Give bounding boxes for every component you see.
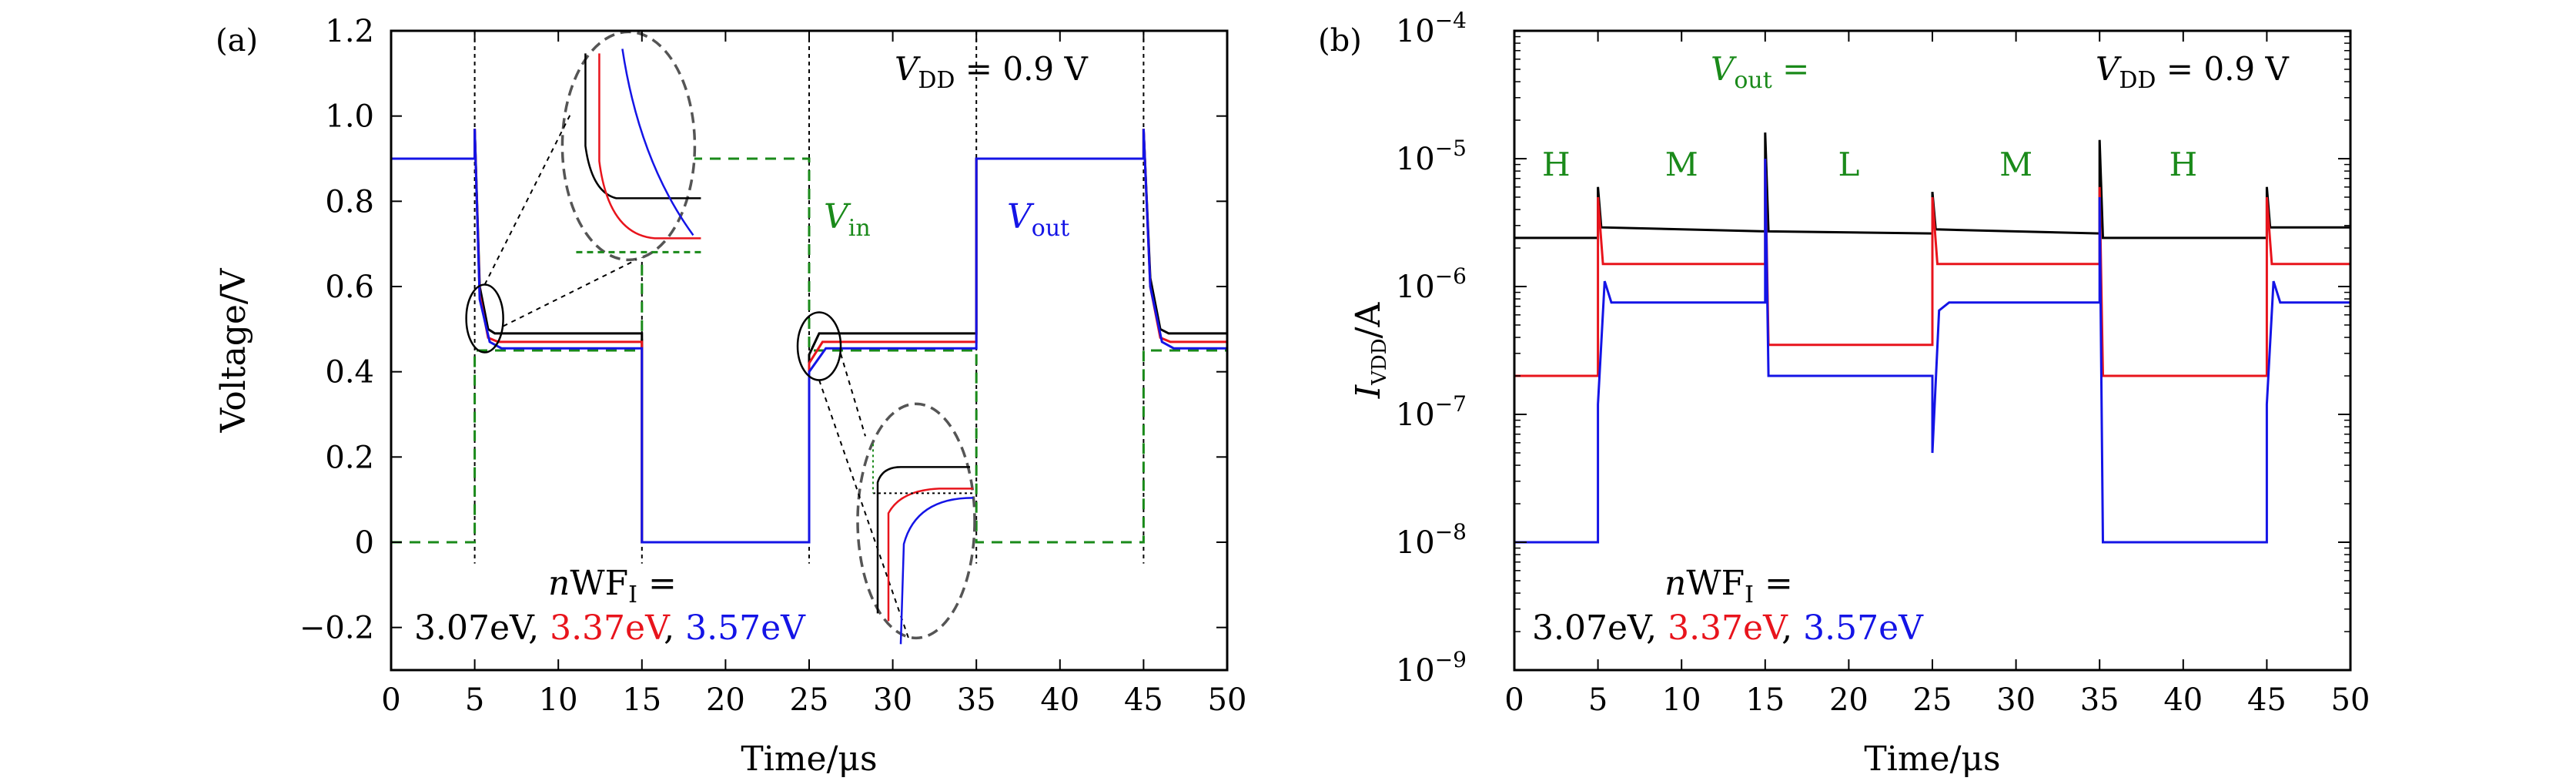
y-tick-label: 1.0	[325, 99, 374, 135]
series-line-v-in	[391, 157, 1227, 544]
x-tick-label: 5	[465, 682, 484, 718]
legend-values: 3.07eV, 3.37eV, 3.57eV	[414, 608, 806, 648]
zoom-curve	[584, 53, 701, 199]
panel-a-ticks: 0 5 10 15 20 25 30 35 40 45 50 −0.2 0 0.2 0.4 0.6 0.8 1.0…	[299, 14, 1247, 718]
x-tick-label: 50	[2331, 682, 2370, 718]
vdd-annotation: VDD = 0.9 V	[895, 50, 1088, 94]
x-tick-label: 25	[790, 682, 829, 718]
x-tick-label: 35	[2080, 682, 2119, 718]
x-tick-label: 45	[2247, 682, 2287, 718]
y-tick-label: 0.2	[325, 440, 374, 475]
x-tick-label: 15	[622, 682, 661, 718]
legend-title: nWFI =	[548, 564, 677, 608]
x-tick-label: 30	[1996, 682, 2036, 718]
zoom-curve	[887, 488, 974, 622]
panel-b-xlabel: Time/μs	[1864, 739, 2000, 779]
y-tick-label: 10−6	[1396, 263, 1467, 305]
y-tick-label: −0.2	[299, 611, 374, 646]
panel-a-label: (a)	[216, 23, 258, 59]
vout-equals-label: Vout =	[1711, 50, 1809, 94]
legend-values-b: 3.07eV, 3.37eV, 3.57eV	[1532, 608, 1924, 648]
x-tick-label: 40	[2163, 682, 2203, 718]
zoom-ellipse-large-2	[856, 402, 976, 640]
x-tick-label: 20	[706, 682, 745, 718]
x-tick-label: 20	[1829, 682, 1868, 718]
y-tick-label: 1.2	[325, 14, 374, 49]
y-tick-label: 0.6	[325, 270, 374, 305]
panel-b-frame	[1513, 29, 2352, 672]
vdd-annotation-b: VDD = 0.9 V	[2096, 50, 2289, 94]
x-tick-label: 35	[957, 682, 996, 718]
legend-title-b: nWFI =	[1664, 564, 1793, 608]
series-line-3-57ev	[391, 129, 1227, 544]
state-label: L	[1838, 146, 1859, 183]
panel-b-series	[1514, 132, 2350, 544]
vout-label: Vout	[1007, 197, 1069, 242]
x-tick-label: 15	[1745, 682, 1785, 718]
y-tick-label: 0	[355, 525, 374, 561]
y-tick-label: 10−8	[1396, 519, 1467, 561]
state-label: M	[1665, 146, 1698, 183]
series-line-3-57ev	[1514, 158, 2350, 544]
zoom-curve	[876, 466, 971, 614]
y-tick-label: 0.4	[325, 355, 374, 390]
zoom-curve	[899, 497, 974, 645]
y-tick-label: 0.8	[325, 184, 374, 220]
vin-label: Vin	[824, 197, 871, 242]
panel-a-zoom-insets	[465, 30, 976, 645]
y-tick-label: 10−9	[1396, 647, 1467, 689]
x-tick-label: 40	[1040, 682, 1079, 718]
x-tick-label: 0	[381, 682, 400, 718]
x-tick-label: 25	[1913, 682, 1952, 718]
x-tick-label: 30	[873, 682, 912, 718]
panel-b-ylabel: IVDD/A	[1349, 302, 1391, 400]
panel-a: (a) 0 5 10 15 20 25 30 35 40 45 50 −0.2 0 0.2 0.4 0.6 0.…	[214, 14, 1246, 779]
state-label: M	[1999, 146, 2032, 183]
panel-a-xlabel: Time/μs	[741, 739, 877, 779]
panel-a-series	[391, 129, 1227, 544]
x-tick-label: 45	[1124, 682, 1163, 718]
series-line-3-37ev	[1514, 158, 2350, 377]
panel-a-ylabel: Voltage/V	[214, 267, 253, 433]
y-tick-label: 10−5	[1396, 136, 1467, 177]
y-tick-label: 10−7	[1396, 391, 1467, 433]
panel-b-ticks: 0 5 10 15 20 25 30 35 40 45 50 10−9 10−8 10−7 10−6 10−5…	[1396, 8, 2370, 718]
state-label: H	[2169, 146, 2197, 183]
x-tick-label: 0	[1504, 682, 1524, 718]
zoom-curve	[598, 53, 701, 240]
panel-b: (b) 0 5 10 15 20 25 30 35 40 45 50 10−9 10−8 10−7 10−6…	[1318, 8, 2370, 779]
x-tick-label: 50	[1208, 682, 1247, 718]
panel-b-label: (b)	[1318, 23, 1362, 59]
panel-a-vdd-annotation: VDD = 0.9 V	[895, 50, 1088, 94]
zoom-ellipse-large-1	[560, 30, 697, 262]
zoom-connector	[840, 354, 866, 437]
y-tick-label: 10−4	[1396, 8, 1467, 49]
zoom-connector	[503, 259, 637, 327]
zoom-curve	[621, 49, 694, 236]
zoom-connector	[483, 114, 571, 285]
state-label: H	[1542, 146, 1571, 183]
x-tick-label: 10	[539, 682, 578, 718]
x-tick-label: 10	[1662, 682, 1701, 718]
x-tick-label: 5	[1588, 682, 1607, 718]
